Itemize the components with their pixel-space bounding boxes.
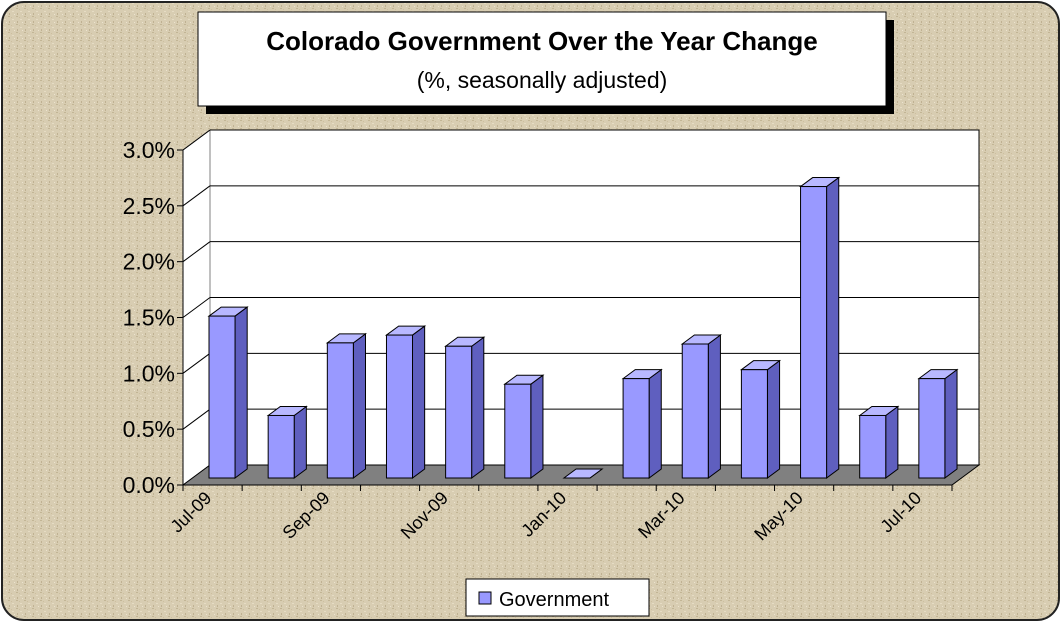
legend-box <box>465 578 650 617</box>
bar-front <box>326 342 354 479</box>
bar-Dec-09 <box>503 374 545 479</box>
bar-Mar-10 <box>680 334 722 479</box>
bar-Jul-09 <box>207 306 249 479</box>
y-tick-label: 3.0% <box>123 137 175 163</box>
bar-front <box>681 343 709 479</box>
bar-side <box>530 374 544 479</box>
gridline-side <box>182 241 211 263</box>
bar-top <box>562 468 604 479</box>
bar-Jun-10 <box>858 405 900 479</box>
y-axis: 0.0% 0.5% 1.0% 1.5% 2.0% 2.5% 3.0% <box>123 137 184 498</box>
bar-Feb-10 <box>621 368 663 479</box>
y-tick-label: 1.5% <box>123 305 175 331</box>
y-tick-label: 0.5% <box>123 416 175 442</box>
bar-front <box>859 414 887 479</box>
bar-Nov-09 <box>444 336 486 479</box>
chart-title: Colorado Government Over the Year Change <box>266 26 817 56</box>
bar-side <box>293 405 307 479</box>
bar-side <box>885 405 899 479</box>
bar-May-10 <box>799 176 841 479</box>
grid-layer <box>182 129 979 430</box>
bar-Sep-09 <box>325 332 368 479</box>
y-tick-label: 2.0% <box>123 249 175 275</box>
bar-front <box>918 378 946 479</box>
bar-front <box>385 334 414 479</box>
bar-side <box>471 336 485 479</box>
bar-front <box>800 186 828 479</box>
bar-Aug-09 <box>266 405 308 479</box>
bar-Apr-10 <box>739 359 782 479</box>
bar-side <box>412 325 426 479</box>
bar-side <box>944 368 958 479</box>
gridline-side <box>182 352 211 374</box>
gridline-side <box>182 185 211 207</box>
y-tick-label: 2.5% <box>123 193 175 219</box>
y-tick-label: 1.0% <box>123 360 175 386</box>
legend-label: Government <box>499 589 609 611</box>
legend: Government <box>465 578 650 617</box>
y-tick-label: 0.0% <box>123 472 175 498</box>
chart-subtitle: (%, seasonally adjusted) <box>417 67 668 93</box>
bars-layer <box>207 176 959 479</box>
bar-side <box>826 176 840 479</box>
bar-front <box>740 369 768 479</box>
gridline-side <box>182 408 211 430</box>
bar-front <box>504 383 532 479</box>
legend-swatch <box>478 591 492 605</box>
gridline-side <box>182 129 211 151</box>
bar-side <box>234 306 248 479</box>
bar-Jul-10 <box>917 368 959 479</box>
bar-Jan-10 <box>562 468 604 479</box>
bar-front <box>445 345 473 479</box>
bar-front <box>208 315 236 479</box>
bar-Oct-09 <box>384 325 427 479</box>
bar-side <box>766 359 781 479</box>
bar-side <box>352 332 366 479</box>
title-box: Colorado Government Over the Year Change… <box>197 11 894 114</box>
gridline-side <box>182 297 211 318</box>
bar-front <box>267 414 295 479</box>
bar-front <box>622 378 650 479</box>
bar-side <box>707 334 721 479</box>
bar-side <box>648 368 662 479</box>
